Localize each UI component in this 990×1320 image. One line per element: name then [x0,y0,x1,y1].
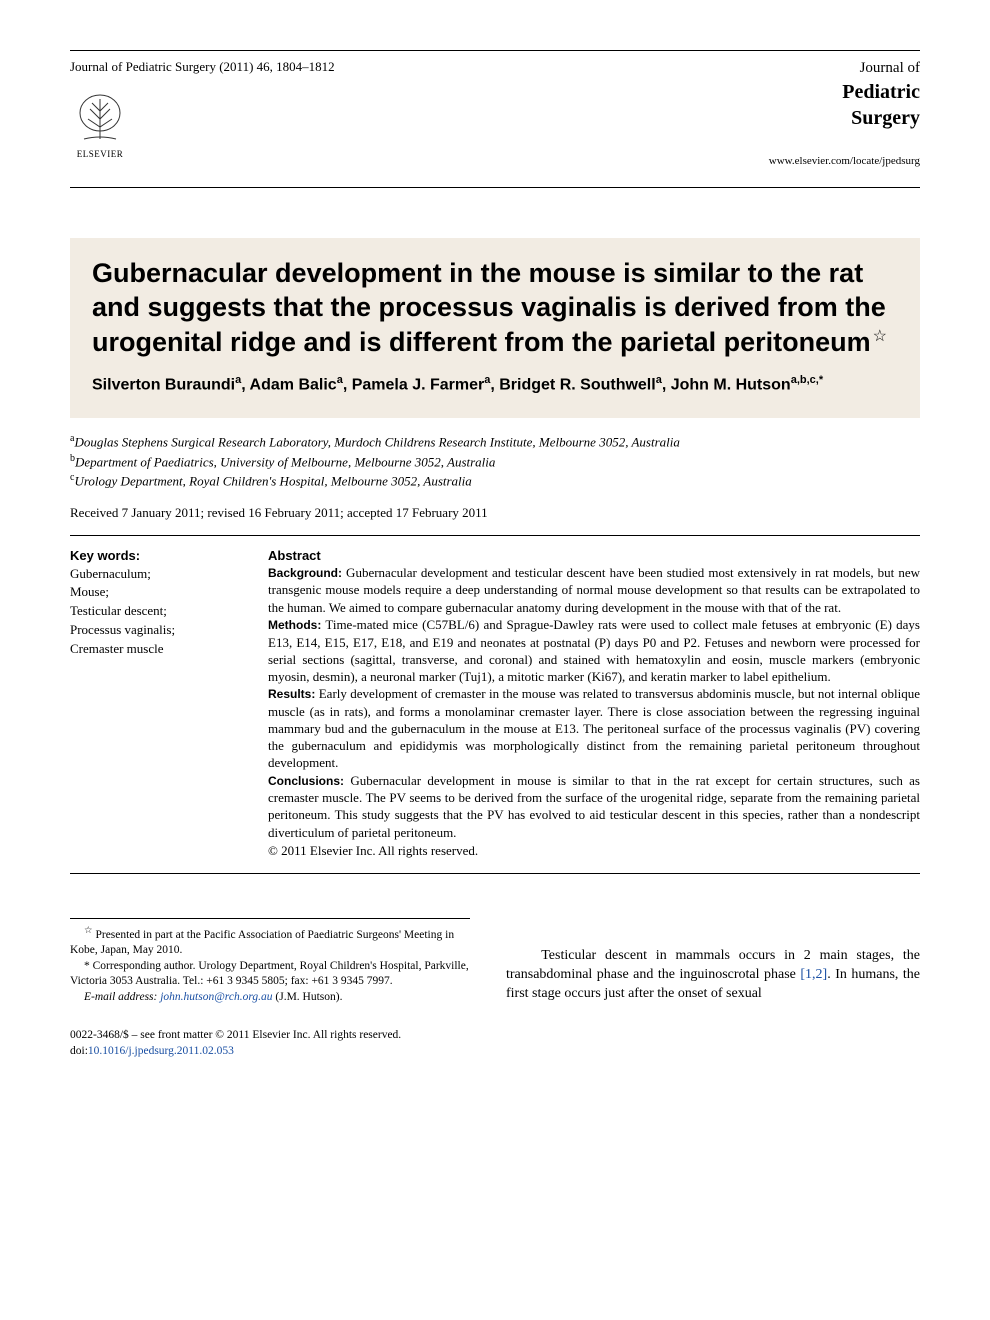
footnotes-block: ☆ Presented in part at the Pacific Assoc… [70,918,920,1005]
abstract-column: Abstract Background: Gubernacular develo… [268,548,920,859]
article-dates: Received 7 January 2011; revised 16 Febr… [70,505,920,521]
journal-brand-line1: Journal of [769,59,920,79]
intro-paragraph: Testicular descent in mammals occurs in … [506,918,920,1005]
keywords-list: Gubernaculum;Mouse;Testicular descent;Pr… [70,565,240,659]
title-block: Gubernacular development in the mouse is… [70,238,920,419]
footnotes-left: ☆ Presented in part at the Pacific Assoc… [70,918,470,1005]
abstract-body: Background: Gubernacular development and… [268,564,920,841]
elsevier-logo: ELSEVIER [70,91,130,161]
header-left: Journal of Pediatric Surgery (2011) 46, … [70,59,335,161]
footnote-corresponding: * Corresponding author. Urology Departme… [70,959,470,990]
issn-line: 0022-3468/$ – see front matter © 2011 El… [70,1027,920,1043]
abstract-section: Background: Gubernacular development and… [268,564,920,616]
journal-reference: Journal of Pediatric Surgery (2011) 46, … [70,59,335,75]
footnote-presented: ☆ Presented in part at the Pacific Assoc… [70,925,470,959]
page-header: Journal of Pediatric Surgery (2011) 46, … [70,50,920,188]
bottom-meta: 0022-3468/$ – see front matter © 2011 El… [70,1027,920,1059]
title-note-symbol: ☆ [873,328,887,345]
body-columns: Key words: Gubernaculum;Mouse;Testicular… [70,548,920,859]
journal-brand-line3: Surgery [769,105,920,131]
divider-bottom [70,873,920,874]
article-title: Gubernacular development in the mouse is… [92,256,898,360]
keyword: Cremaster muscle [70,640,240,659]
affiliations: aDouglas Stephens Surgical Research Labo… [70,432,920,491]
footnote-corresponding-text: Corresponding author. Urology Department… [70,960,469,988]
keyword: Testicular descent; [70,602,240,621]
elsevier-tree-icon [70,91,130,147]
footnote-email-link[interactable]: john.hutson@rch.org.au [160,991,272,1003]
footnote-email: E-mail address: john.hutson@rch.org.au (… [70,990,470,1006]
divider-top [70,535,920,536]
journal-brand: Journal of Pediatric Surgery [769,59,920,131]
abstract-copyright: © 2011 Elsevier Inc. All rights reserved… [268,843,920,859]
authors: Silverton Buraundia, Adam Balica, Pamela… [92,373,898,396]
doi-label: doi: [70,1045,88,1057]
abstract-section: Methods: Time-mated mice (C57BL/6) and S… [268,616,920,685]
article-title-text: Gubernacular development in the mouse is… [92,258,886,357]
header-right: Journal of Pediatric Surgery www.elsevie… [769,59,920,167]
affiliation: bDepartment of Paediatrics, University o… [70,452,920,472]
journal-brand-line2: Pediatric [769,79,920,105]
footnote-presented-symbol: ☆ [84,925,93,936]
footnote-corresponding-symbol: * [84,960,90,972]
intro-ref-link[interactable]: [1,2] [800,967,827,982]
keywords-header: Key words: [70,548,240,563]
elsevier-name: ELSEVIER [70,149,130,159]
affiliation: aDouglas Stephens Surgical Research Labo… [70,432,920,452]
keywords-column: Key words: Gubernaculum;Mouse;Testicular… [70,548,240,859]
journal-url[interactable]: www.elsevier.com/locate/jpedsurg [769,155,920,167]
keyword: Mouse; [70,583,240,602]
keyword: Gubernaculum; [70,565,240,584]
affiliation: cUrology Department, Royal Children's Ho… [70,471,920,491]
keyword: Processus vaginalis; [70,621,240,640]
footnote-email-label: E-mail address: [84,991,157,1003]
footnote-presented-text: Presented in part at the Pacific Associa… [70,929,454,957]
doi-line: doi:10.1016/j.jpedsurg.2011.02.053 [70,1043,920,1059]
doi-link[interactable]: 10.1016/j.jpedsurg.2011.02.053 [88,1045,234,1057]
abstract-section: Conclusions: Gubernacular development in… [268,772,920,841]
abstract-section: Results: Early development of cremaster … [268,685,920,771]
abstract-header: Abstract [268,548,920,563]
footnote-email-author: (J.M. Hutson). [275,991,342,1003]
